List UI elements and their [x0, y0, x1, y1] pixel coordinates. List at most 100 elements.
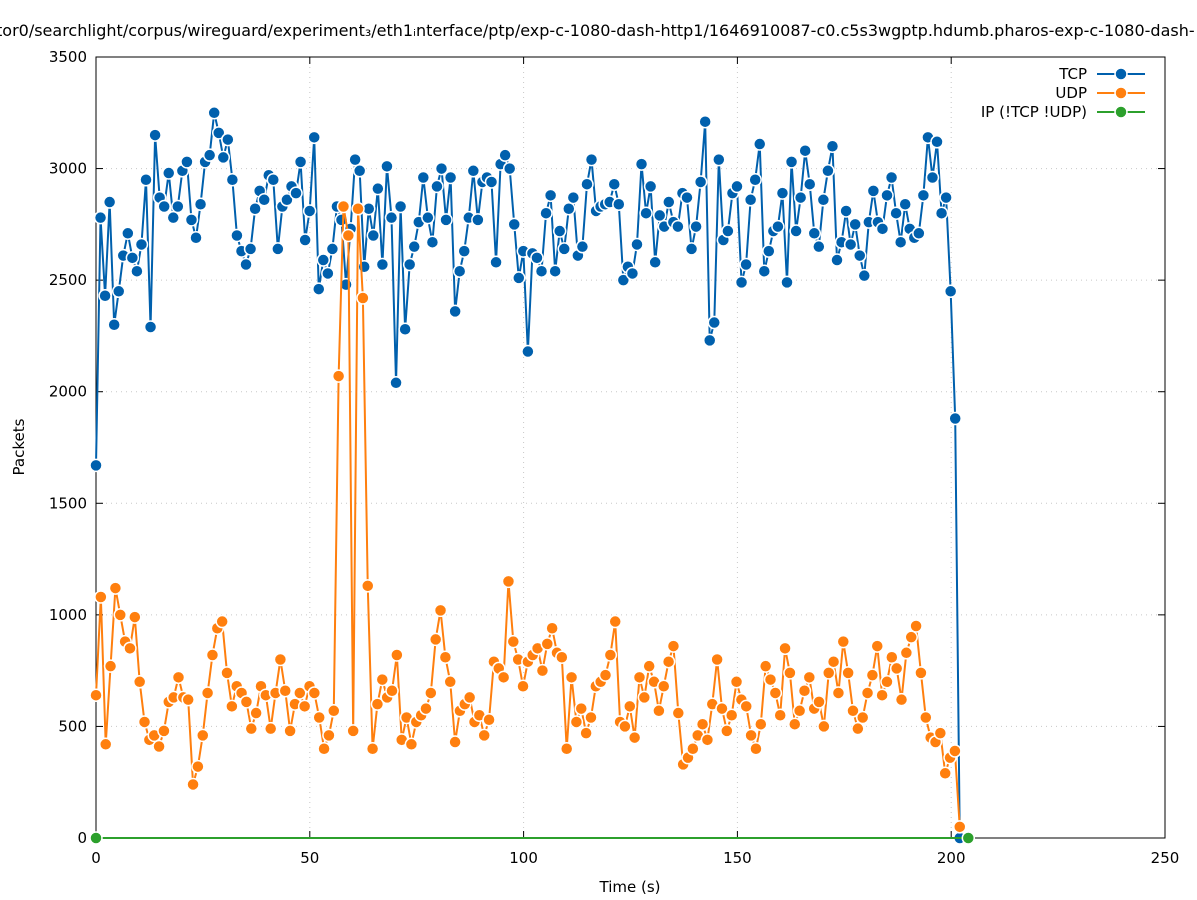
data-point: [889, 206, 903, 220]
data-point: [552, 224, 567, 238]
data-point: [257, 193, 271, 207]
data-point: [797, 683, 812, 698]
chart-title: tor0/searchlight/corpus/wireguard/experi…: [0, 21, 1195, 40]
y-tick-label: 1500: [49, 494, 87, 512]
data-point: [695, 717, 710, 731]
data-point: [424, 686, 438, 700]
data-point: [302, 204, 317, 218]
data-point: [98, 737, 113, 752]
data-point: [443, 170, 458, 185]
data-point: [341, 228, 356, 243]
data-point: [757, 264, 772, 278]
data-point: [652, 208, 667, 223]
data-point: [322, 728, 336, 743]
data-point: [380, 159, 394, 174]
data-point: [271, 242, 285, 256]
data-point: [266, 172, 281, 187]
data-point: [166, 210, 181, 225]
data-point: [351, 201, 365, 216]
series-tcp: [89, 106, 967, 845]
data-point: [404, 737, 419, 752]
data-point: [128, 610, 142, 624]
data-point: [498, 148, 512, 162]
data-point: [817, 719, 831, 734]
data-point: [555, 650, 569, 665]
data-point: [821, 666, 836, 680]
data-point: [321, 266, 335, 281]
data-point: [768, 686, 783, 700]
data-point: [230, 228, 244, 243]
data-point: [331, 369, 346, 383]
data-point: [108, 581, 123, 595]
data-point: [327, 704, 341, 718]
data-point: [899, 646, 914, 660]
data-point: [684, 242, 699, 256]
data-point: [89, 688, 103, 702]
data-point: [870, 639, 885, 653]
y-axis-label: Packets: [10, 418, 28, 475]
x-tick-label: 0: [91, 849, 101, 867]
series-line: [95, 206, 961, 827]
data-point: [471, 213, 485, 227]
y-tick-label: 3500: [49, 48, 87, 66]
data-point: [792, 704, 807, 718]
data-point: [693, 175, 708, 189]
data-point: [689, 219, 703, 234]
x-tick-label: 100: [509, 849, 538, 867]
data-point: [866, 184, 881, 198]
data-point: [579, 726, 593, 740]
data-point: [123, 641, 137, 656]
data-point: [134, 237, 149, 252]
data-point: [938, 766, 952, 781]
data-point: [390, 648, 404, 662]
data-point: [671, 706, 686, 720]
data-point: [482, 712, 496, 727]
data-point: [666, 639, 681, 653]
data-point: [771, 219, 785, 234]
data-point: [642, 659, 656, 673]
data-point: [191, 759, 205, 774]
data-point: [186, 777, 200, 792]
data-point: [545, 621, 559, 635]
data-point: [278, 683, 292, 698]
data-point: [98, 289, 112, 303]
data-point: [521, 344, 535, 359]
data-point: [512, 271, 526, 285]
data-point: [909, 619, 923, 633]
data-point: [698, 114, 712, 129]
legend-marker: [1114, 67, 1128, 81]
data-point: [132, 675, 147, 689]
data-point: [438, 650, 453, 665]
data-point: [137, 715, 152, 729]
data-point: [215, 614, 229, 629]
data-point: [933, 726, 948, 740]
data-point: [534, 264, 549, 278]
data-point: [352, 164, 367, 178]
data-point: [612, 197, 626, 212]
data-point: [598, 668, 613, 682]
data-point: [507, 217, 521, 232]
data-point: [880, 188, 894, 203]
data-point: [710, 652, 724, 667]
data-point: [802, 177, 817, 191]
x-axis-label: Time (s): [599, 878, 661, 896]
data-point: [914, 666, 928, 680]
y-tick-label: 0: [77, 829, 87, 847]
data-point: [477, 728, 491, 743]
data-point: [826, 654, 841, 669]
data-point: [280, 193, 294, 207]
data-point: [221, 132, 235, 147]
data-point: [316, 253, 331, 267]
data-point: [816, 193, 831, 207]
data-point: [584, 710, 598, 725]
data-point: [729, 675, 744, 689]
data-point: [904, 630, 918, 644]
data-point: [516, 679, 530, 694]
data-point: [375, 257, 390, 272]
data-point: [239, 257, 253, 272]
data-point: [625, 266, 640, 281]
y-tick-label: 3000: [49, 160, 87, 178]
data-point: [925, 170, 940, 185]
data-point: [773, 708, 787, 723]
data-point: [89, 458, 103, 473]
